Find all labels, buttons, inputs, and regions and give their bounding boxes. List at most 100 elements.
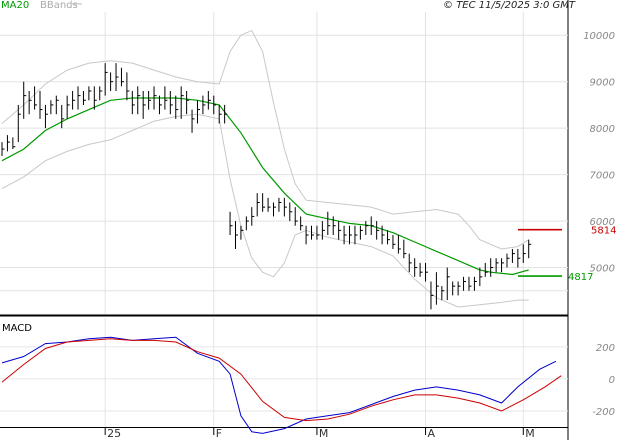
ohlc-bar — [153, 86, 157, 110]
ohlc-bar — [408, 253, 412, 273]
ohlc-bar — [175, 95, 179, 119]
ohlc-bar — [164, 86, 168, 110]
price-y-tick-label: 8000 — [590, 124, 615, 135]
ohlc-bar — [224, 104, 228, 124]
ohlc-bar — [77, 86, 81, 110]
ohlc-bar — [425, 262, 429, 282]
ohlc-bar — [17, 104, 21, 143]
ohlc-bar — [148, 90, 152, 110]
ohlc-bar — [430, 281, 434, 310]
macd-y-tick-label: -200 — [592, 407, 615, 418]
macd-lines — [1, 336, 562, 434]
ohlc-bar — [316, 225, 320, 240]
ohlc-bar — [283, 197, 287, 217]
legend: MA20 BBands — [1, 0, 82, 11]
ohlc-bar — [251, 207, 255, 226]
ohlc-bar — [44, 104, 48, 129]
ohlc-bar — [414, 258, 418, 277]
ohlc-bar — [245, 216, 249, 231]
ohlc-bar — [343, 225, 347, 245]
ohlc-bar — [354, 225, 358, 245]
ohlc-bar — [50, 100, 54, 115]
ohlc-bar — [311, 225, 315, 240]
price-grid — [0, 12, 568, 314]
ohlc-bar — [359, 225, 363, 240]
y-tick-labels: 5000 6000 7000 8000 9000 10000 200 0 -200 — [583, 31, 615, 418]
ohlc-bar — [294, 207, 298, 226]
ohlc-bar — [327, 211, 331, 236]
ohlc-bar — [120, 67, 124, 87]
ohlc-bar — [82, 90, 86, 105]
ohlc-bar — [463, 276, 467, 291]
ohlc-bar — [321, 221, 325, 240]
ohlc-bar — [484, 262, 488, 277]
ohlc-bar — [99, 86, 103, 101]
x-tick-label: M — [525, 427, 535, 440]
price-y-tick-label: 6000 — [590, 217, 615, 228]
ohlc-bar — [511, 248, 515, 263]
ohlc-bar — [262, 193, 266, 212]
ohlc-bar — [191, 109, 195, 133]
macd-y-tick-label: 0 — [609, 375, 615, 386]
level-label: 5814 — [591, 226, 616, 237]
ohlc-bar — [365, 221, 369, 236]
ohlc-bar — [452, 281, 456, 296]
price-levels: 5814 4817 — [518, 226, 616, 283]
ohlc-bar — [169, 90, 173, 115]
ohlc-bar — [267, 197, 271, 212]
x-tick-label: F — [216, 427, 222, 440]
ohlc-bar — [126, 72, 130, 101]
ohlc-bar — [158, 95, 162, 115]
ohlc-bar — [446, 267, 450, 301]
ohlc-bar — [12, 137, 16, 150]
ohlc-bar — [435, 272, 439, 305]
ohlc-bar — [6, 135, 10, 152]
ohlc-bar — [180, 86, 184, 119]
level-label: 4817 — [568, 272, 593, 283]
ohlc-bar — [506, 253, 510, 268]
ohlc-bar — [23, 81, 27, 119]
ohlc-bar — [196, 100, 200, 124]
ohlc-bar — [528, 239, 532, 259]
ohlc-bar — [61, 104, 65, 129]
ohlc-bar — [39, 90, 43, 119]
ohlc-bar — [522, 244, 526, 263]
bb-lower-line — [1, 113, 529, 308]
macd-series-line — [1, 336, 557, 434]
ohlc-bar — [495, 258, 499, 273]
ohlc-bar — [376, 221, 380, 240]
ohlc-bar — [229, 211, 233, 236]
ohlc-bar — [186, 90, 190, 115]
copyright-text: © TEC 11/5/2025 3:0 GMT — [443, 0, 576, 11]
ohlc-bar — [272, 202, 276, 217]
ohlc-bar — [137, 86, 141, 115]
ohlc-bar — [457, 281, 461, 296]
ohlc-bar — [403, 239, 407, 259]
ohlc-bar — [234, 221, 238, 249]
macd-series-line — [1, 338, 562, 422]
ohlc-bar — [72, 90, 76, 110]
ohlc-bar — [256, 193, 260, 217]
ohlc-bar — [104, 63, 108, 96]
legend-ma20-label: MA20 — [1, 0, 29, 11]
ohlc-bar — [66, 95, 70, 119]
ohlc-bar — [338, 221, 342, 240]
ohlc-bars — [1, 63, 532, 310]
macd-y-tick-label: 200 — [596, 343, 615, 354]
ohlc-bar — [55, 95, 59, 115]
chart-frame — [0, 0, 569, 440]
ohlc-bar — [479, 267, 483, 287]
ohlc-bar — [278, 197, 282, 212]
ohlc-bar — [289, 202, 293, 222]
ohlc-bar — [381, 225, 385, 245]
ma20-line — [1, 97, 529, 276]
ohlc-bar — [1, 142, 5, 157]
price-y-tick-label: 7000 — [590, 171, 615, 182]
price-y-tick-label: 9000 — [590, 78, 615, 89]
macd-title: MACD — [2, 323, 32, 334]
x-tick-label: 25 — [107, 427, 121, 440]
ohlc-bar — [115, 63, 119, 91]
ohlc-bar — [202, 95, 206, 115]
x-tick-label: M — [319, 427, 329, 440]
